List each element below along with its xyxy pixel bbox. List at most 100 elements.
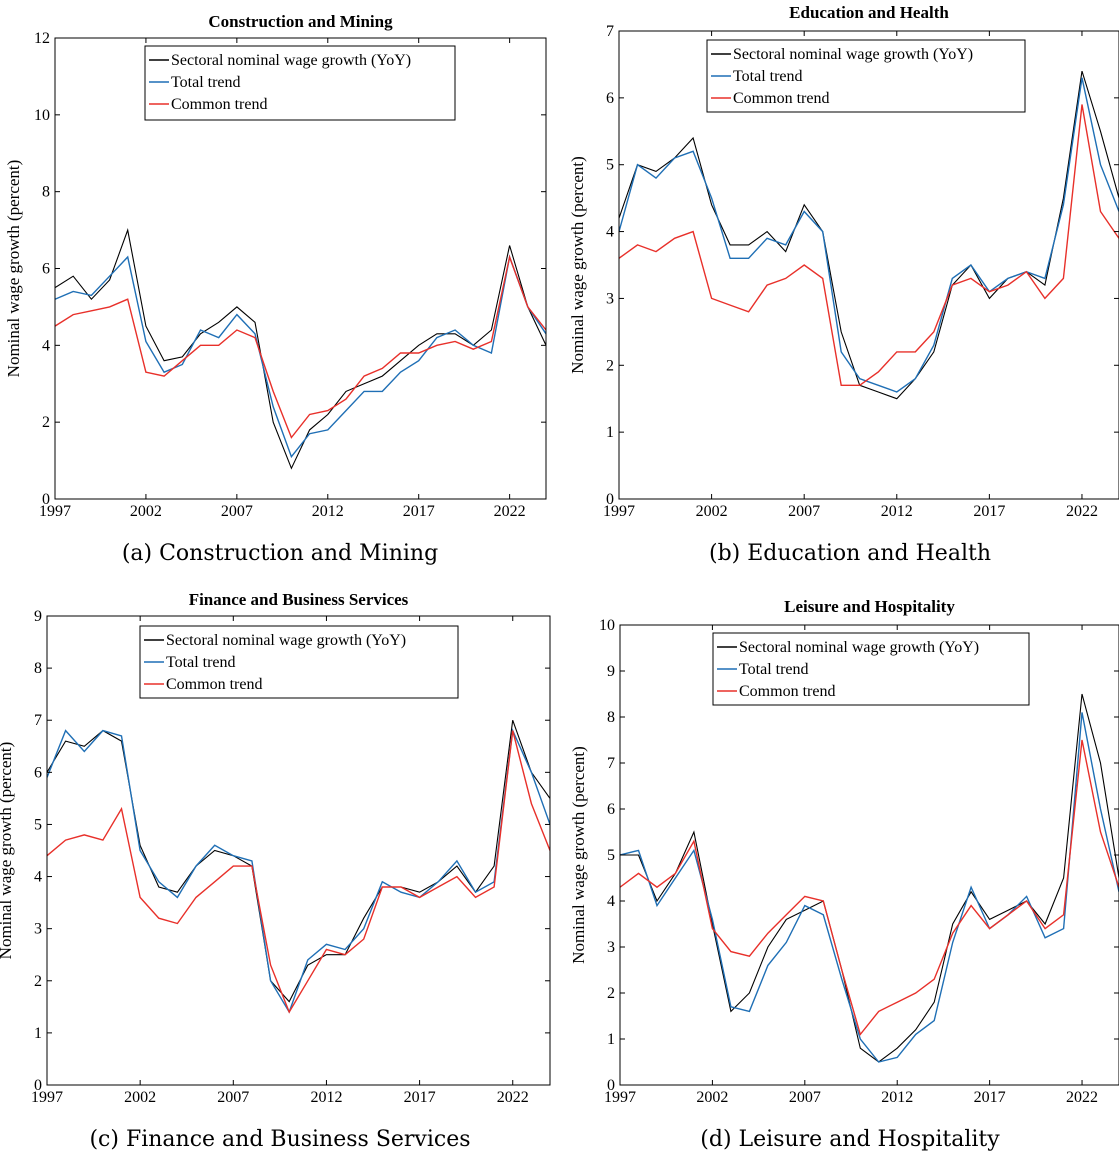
legend-label: Common trend <box>733 90 829 107</box>
y-tick-label: 8 <box>607 709 615 726</box>
y-tick-label: 2 <box>34 973 42 990</box>
legend-label: Common trend <box>739 683 835 700</box>
y-tick-label: 6 <box>34 764 42 781</box>
y-axis-label: Nominal wage growth (percent) <box>568 156 587 374</box>
chart-title: Construction and Mining <box>208 12 393 31</box>
y-tick-label: 8 <box>34 660 42 677</box>
x-tick-label: 2022 <box>494 503 526 520</box>
series-line-total-trend <box>47 728 550 1014</box>
y-tick-label: 6 <box>606 90 614 107</box>
legend-label: Sectoral nominal wage growth (YoY) <box>171 52 411 69</box>
legend-label: Common trend <box>171 96 267 113</box>
legend-label: Total trend <box>739 661 809 678</box>
y-tick-label: 5 <box>606 157 614 174</box>
series-line-total-trend <box>620 712 1119 1063</box>
panel-caption: (a) Construction and Mining <box>122 541 438 566</box>
y-tick-label: 4 <box>606 224 614 241</box>
panel-caption: (c) Finance and Business Services <box>89 1127 470 1152</box>
y-axis-label: Nominal wage growth (percent) <box>4 160 23 378</box>
y-tick-label: 0 <box>34 1077 42 1094</box>
y-tick-label: 3 <box>34 921 42 938</box>
legend-label: Total trend <box>166 654 236 671</box>
x-tick-label: 2012 <box>881 1089 913 1106</box>
y-tick-label: 0 <box>606 491 614 508</box>
legend-label: Sectoral nominal wage growth (YoY) <box>739 639 979 656</box>
y-tick-label: 1 <box>34 1025 42 1042</box>
series-line-common-trend <box>55 254 546 439</box>
legend-box <box>712 632 1030 706</box>
legend-label: Total trend <box>171 74 241 91</box>
x-tick-label: 1997 <box>39 503 71 520</box>
x-tick-label: 2007 <box>221 503 253 520</box>
y-tick-label: 7 <box>606 23 614 40</box>
x-tick-label: 1997 <box>31 1089 63 1106</box>
series-line-common-trend <box>620 739 1119 1036</box>
legend-box <box>706 39 1026 113</box>
y-tick-label: 8 <box>42 184 50 201</box>
series-line-common-trend <box>47 730 550 1014</box>
x-tick-label: 2017 <box>973 503 1005 520</box>
y-tick-label: 6 <box>42 261 50 278</box>
y-axis-label: Nominal wage growth (percent) <box>0 742 15 960</box>
x-tick-label: 2022 <box>1066 503 1098 520</box>
panel-caption: (b) Education and Health <box>709 541 991 566</box>
series-line-sectoral <box>619 70 1119 400</box>
series-line-sectoral <box>55 228 546 470</box>
y-tick-label: 5 <box>607 847 615 864</box>
y-tick-label: 7 <box>607 755 615 772</box>
y-tick-label: 10 <box>599 617 615 634</box>
x-tick-label: 2007 <box>788 503 820 520</box>
x-tick-label: 2012 <box>312 503 344 520</box>
x-tick-label: 1997 <box>603 503 635 520</box>
x-tick-label: 2002 <box>130 503 162 520</box>
x-tick-label: 1997 <box>604 1089 636 1106</box>
y-tick-label: 12 <box>34 30 50 47</box>
y-tick-label: 0 <box>607 1077 615 1094</box>
y-tick-label: 10 <box>34 107 50 124</box>
legend-box <box>139 625 459 699</box>
series-line-sectoral <box>620 693 1119 1063</box>
x-tick-label: 2002 <box>124 1089 156 1106</box>
chart-title: Finance and Business Services <box>189 590 409 609</box>
y-tick-label: 6 <box>607 801 615 818</box>
series-line-total-trend <box>55 254 546 459</box>
y-tick-label: 2 <box>607 985 615 1002</box>
legend-label: Total trend <box>733 68 803 85</box>
x-tick-label: 2012 <box>310 1089 342 1106</box>
x-tick-label: 2017 <box>974 1089 1006 1106</box>
series-line-sectoral <box>47 720 550 1003</box>
y-tick-label: 2 <box>606 357 614 374</box>
y-tick-label: 1 <box>606 424 614 441</box>
x-tick-label: 2017 <box>404 1089 436 1106</box>
series-line-total-trend <box>619 77 1119 393</box>
legend-label: Common trend <box>166 676 262 693</box>
x-tick-label: 2022 <box>497 1089 529 1106</box>
y-tick-label: 0 <box>42 491 50 508</box>
y-tick-label: 3 <box>606 290 614 307</box>
plot-frame <box>46 615 551 1086</box>
legend-label: Sectoral nominal wage growth (YoY) <box>733 46 973 63</box>
y-tick-label: 9 <box>34 608 42 625</box>
x-tick-label: 2017 <box>403 503 435 520</box>
panel-caption: (d) Leisure and Hospitality <box>700 1127 1000 1152</box>
x-tick-label: 2012 <box>881 503 913 520</box>
y-tick-label: 9 <box>607 663 615 680</box>
x-tick-label: 2022 <box>1066 1089 1098 1106</box>
chart-title: Education and Health <box>789 3 949 22</box>
x-tick-label: 2002 <box>696 1089 728 1106</box>
series-line-common-trend <box>619 104 1119 386</box>
y-tick-label: 3 <box>607 939 615 956</box>
y-tick-label: 4 <box>42 337 50 354</box>
y-tick-label: 7 <box>34 712 42 729</box>
x-tick-label: 2002 <box>696 503 728 520</box>
x-tick-label: 2007 <box>217 1089 249 1106</box>
y-tick-label: 5 <box>34 816 42 833</box>
legend-box <box>144 45 456 121</box>
y-tick-label: 4 <box>34 869 42 886</box>
y-axis-label: Nominal wage growth (percent) <box>569 746 588 964</box>
legend-label: Sectoral nominal wage growth (YoY) <box>166 632 406 649</box>
chart-title: Leisure and Hospitality <box>784 597 955 616</box>
x-tick-label: 2007 <box>789 1089 821 1106</box>
y-tick-label: 2 <box>42 414 50 431</box>
